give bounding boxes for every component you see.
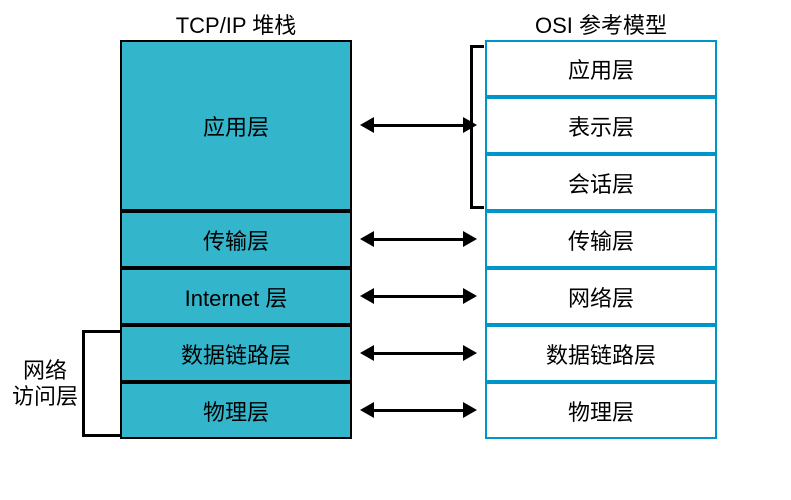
tcp-layer-transport: 传输层: [120, 211, 352, 268]
osi-layer-network-label: 网络层: [568, 281, 634, 313]
arrow-line: [372, 124, 465, 127]
osi-layer-present: 表示层: [485, 97, 717, 154]
osi-layer-datalink-label: 数据链路层: [546, 338, 656, 370]
osi-layer-session-label: 会话层: [568, 167, 634, 199]
bracket-left: [82, 330, 120, 333]
arrow-icon: [463, 402, 477, 418]
tcp-layer-physical-label: 物理层: [203, 395, 269, 427]
arrow-line: [372, 409, 465, 412]
bracket-left: [82, 434, 120, 437]
osi-layer-app: 应用层: [485, 40, 717, 97]
arrow-line: [372, 352, 465, 355]
tcp-layer-datalink-label: 数据链路层: [181, 338, 291, 370]
osi-layer-present-label: 表示层: [568, 110, 634, 142]
osi-layer-transport: 传输层: [485, 211, 717, 268]
arrow-icon: [463, 288, 477, 304]
arrow-icon: [463, 231, 477, 247]
tcp-layer-app: 应用层: [120, 40, 352, 211]
osi-layer-physical-label: 物理层: [568, 395, 634, 427]
tcp-layer-internet-label: Internet 层: [185, 281, 288, 313]
network-access-label: 网络 访问层: [10, 358, 80, 411]
osi-title: OSI 参考模型: [485, 8, 717, 40]
osi-layer-session: 会话层: [485, 154, 717, 211]
arrow-line: [372, 295, 465, 298]
tcp-layer-app-label: 应用层: [203, 110, 269, 142]
osi-layer-app-label: 应用层: [568, 53, 634, 85]
bracket-left: [82, 330, 85, 437]
arrow-line: [372, 238, 465, 241]
osi-layer-physical: 物理层: [485, 382, 717, 439]
tcp-layer-physical: 物理层: [120, 382, 352, 439]
tcp-layer-transport-label: 传输层: [203, 224, 269, 256]
bracket-right: [470, 45, 473, 209]
tcp-layer-datalink: 数据链路层: [120, 325, 352, 382]
osi-layer-transport-label: 传输层: [568, 224, 634, 256]
tcp-layer-internet: Internet 层: [120, 268, 352, 325]
tcp-title: TCP/IP 堆栈: [120, 8, 352, 40]
bracket-right: [470, 206, 484, 209]
osi-layer-datalink: 数据链路层: [485, 325, 717, 382]
osi-layer-network: 网络层: [485, 268, 717, 325]
arrow-icon: [463, 345, 477, 361]
